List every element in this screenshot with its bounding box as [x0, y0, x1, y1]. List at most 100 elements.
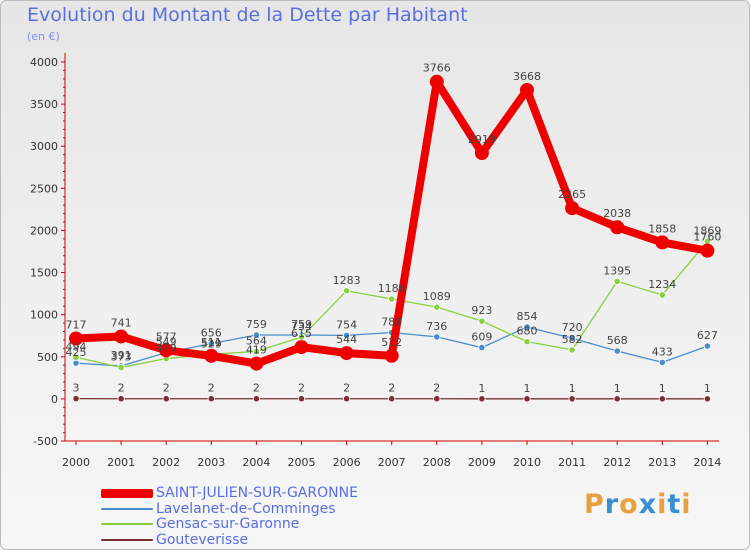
- data-label: 3: [73, 382, 80, 395]
- data-label: 736: [426, 320, 447, 333]
- data-point: [655, 235, 670, 250]
- data-label: 2: [343, 382, 350, 395]
- data-point: [433, 303, 441, 311]
- data-label: 1234: [648, 278, 676, 291]
- data-point: [207, 340, 215, 348]
- data-point: [294, 340, 309, 355]
- data-label: 529: [201, 337, 222, 350]
- data-label: 1283: [333, 274, 361, 287]
- data-label: 568: [607, 334, 628, 347]
- data-point: [342, 287, 351, 295]
- data-label: 1858: [648, 222, 676, 235]
- legend-item: Lavelanet-de-Comminges: [101, 501, 336, 517]
- logo-letter: i: [657, 489, 668, 520]
- y-tick-label: 1500: [30, 267, 58, 280]
- data-point: [613, 277, 621, 285]
- legend-label: Gensac-sur-Garonne: [156, 516, 300, 532]
- data-point: [117, 363, 125, 372]
- data-point: [342, 395, 351, 403]
- y-tick-label: 3000: [30, 140, 58, 153]
- x-tick-label: 2000: [62, 456, 90, 469]
- x-tick-label: 2009: [468, 456, 496, 469]
- data-label: 1: [704, 382, 711, 395]
- data-label: 511: [201, 336, 222, 349]
- data-point: [207, 395, 215, 403]
- x-tick-label: 2004: [242, 456, 270, 469]
- chart-subtitle: (en €): [27, 30, 60, 43]
- data-label: 717: [66, 319, 87, 332]
- data-label: 2919: [468, 133, 496, 146]
- legend-swatch: [101, 539, 153, 541]
- data-label: 1869: [693, 224, 721, 237]
- y-tick-label: 2500: [30, 182, 58, 195]
- legend-label: SAINT-JULIEN-SUR-GARONNE: [156, 485, 358, 501]
- data-label: 1: [569, 382, 576, 395]
- logo-letter: r: [604, 489, 620, 520]
- data-point: [339, 346, 354, 361]
- data-label: 759: [291, 318, 312, 331]
- data-label: 759: [246, 318, 267, 331]
- data-label: 2: [208, 382, 215, 395]
- data-point: [658, 395, 666, 403]
- y-tick-label: 4000: [30, 56, 58, 69]
- data-label: 1: [524, 382, 531, 395]
- data-label: 3766: [423, 62, 451, 75]
- x-tick-label: 2013: [648, 456, 676, 469]
- data-point: [613, 347, 621, 355]
- data-label: 627: [697, 329, 718, 342]
- data-label: 373: [111, 350, 132, 363]
- data-label: 479: [156, 342, 177, 355]
- legend-swatch: [101, 508, 153, 510]
- data-label: 923: [471, 304, 492, 317]
- data-label: 425: [66, 346, 87, 359]
- data-point: [523, 338, 531, 346]
- data-label: 544: [336, 333, 357, 346]
- legend-item: SAINT-JULIEN-SUR-GARONNE: [101, 485, 358, 501]
- data-point: [474, 146, 489, 161]
- data-label: 582: [562, 333, 583, 346]
- data-label: 391: [111, 349, 132, 362]
- legend-swatch: [101, 523, 153, 525]
- data-point: [297, 395, 306, 403]
- data-point: [433, 395, 441, 403]
- y-tick-label: 0: [51, 393, 58, 406]
- data-label: 2265: [558, 188, 586, 201]
- data-point: [342, 331, 351, 339]
- data-label: 1089: [423, 290, 451, 303]
- logo-letter: i: [681, 489, 692, 520]
- x-tick-label: 2012: [603, 456, 631, 469]
- y-tick-label: -500: [33, 435, 58, 448]
- x-tick-label: 2007: [378, 456, 406, 469]
- data-label: 2: [298, 382, 305, 395]
- data-point: [249, 356, 264, 371]
- data-label: 419: [246, 344, 267, 357]
- data-point: [658, 358, 666, 367]
- data-label: 609: [471, 331, 492, 344]
- proxiti-logo: Proxiti: [584, 489, 692, 520]
- data-point: [159, 343, 174, 358]
- legend-item: Gensac-sur-Garonne: [101, 516, 299, 532]
- data-label: 1395: [603, 264, 631, 277]
- chart-title: Evolution du Montant de la Dette par Hab…: [27, 4, 468, 26]
- data-point: [565, 201, 580, 216]
- data-label: 577: [156, 330, 177, 343]
- logo-letter: x: [638, 489, 658, 520]
- data-point: [388, 295, 396, 303]
- x-tick-label: 2014: [693, 456, 721, 469]
- legend-label: Gouteverisse: [156, 532, 249, 548]
- data-label: 788: [381, 316, 402, 329]
- data-label: 1760: [693, 231, 721, 244]
- data-label: 1: [614, 382, 621, 395]
- data-label: 2038: [603, 207, 631, 220]
- x-tick-label: 2011: [558, 456, 586, 469]
- data-point: [388, 395, 396, 403]
- data-point: [478, 395, 486, 403]
- data-point: [658, 291, 666, 299]
- data-point: [72, 353, 80, 361]
- data-point: [478, 317, 486, 325]
- data-label: 2: [118, 382, 125, 395]
- data-point: [384, 348, 399, 363]
- data-point: [523, 395, 531, 403]
